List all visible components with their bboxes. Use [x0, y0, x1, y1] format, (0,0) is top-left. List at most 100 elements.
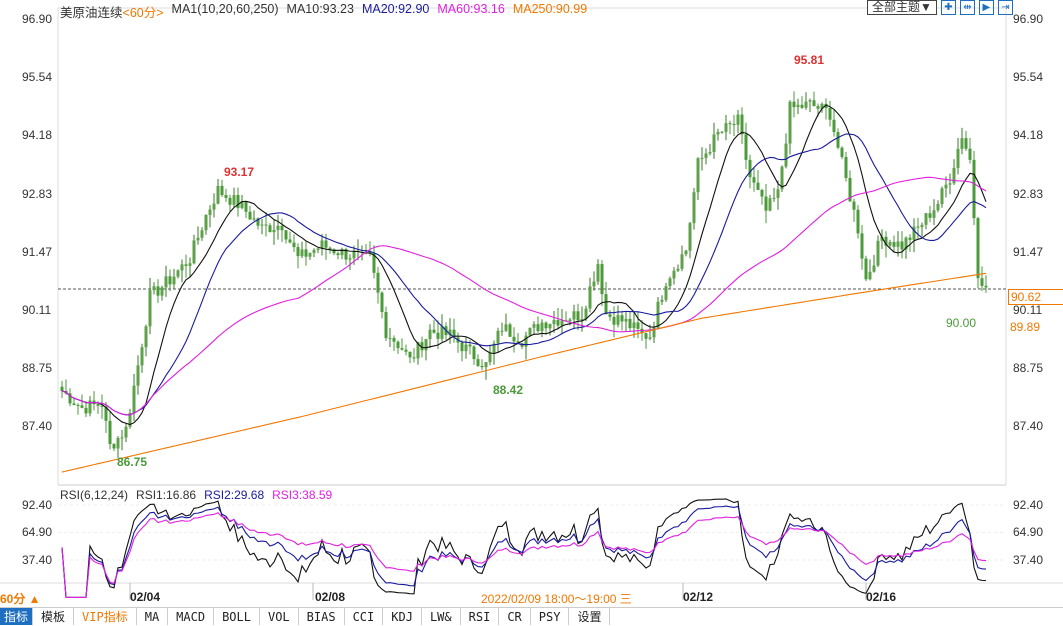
candle-body	[688, 223, 692, 251]
candle-body	[280, 225, 284, 231]
tab-lw[interactable]: LW&	[422, 608, 461, 625]
candle-body	[668, 278, 672, 287]
cursor-timestamp: 2022/02/09 18:00～19:00 三	[481, 592, 632, 606]
candle-body	[336, 253, 340, 256]
candle-body	[348, 258, 352, 260]
candle-body	[256, 218, 260, 226]
candle-body	[552, 320, 556, 325]
rsi-title[interactable]: RSI(6,12,24)	[60, 488, 129, 502]
indicator-name[interactable]: MA1(10,20,60,250)	[171, 2, 279, 16]
candle-body	[200, 230, 204, 238]
tab-rsi[interactable]: RSI	[461, 608, 500, 625]
tab-indicators[interactable]: 指标	[0, 608, 34, 625]
tab-templates[interactable]: 模板	[33, 608, 75, 625]
candle-body	[320, 240, 324, 249]
tab-vol[interactable]: VOL	[260, 608, 299, 625]
tab-settings[interactable]: 设置	[569, 608, 611, 625]
last-low-annotation: 90.00	[946, 316, 977, 330]
candle-body	[388, 337, 392, 339]
rsi1-line	[61, 498, 987, 598]
candle-body	[540, 322, 544, 332]
candle-body	[112, 444, 116, 449]
theme-dropdown[interactable]: 全部主题▼	[867, 0, 937, 15]
candle-body	[428, 329, 432, 340]
candle-body	[972, 159, 976, 219]
candle-body	[644, 333, 648, 339]
rsi-header: RSI(6,12,24) RSI1:16.86 RSI2:29.68 RSI3:…	[60, 488, 332, 502]
tab-bias[interactable]: BIAS	[299, 608, 345, 625]
candle-body	[508, 324, 512, 337]
exit-icon[interactable]: ⇥	[997, 0, 1013, 15]
ma10-line	[61, 104, 987, 426]
candle-body	[496, 330, 500, 344]
tab-psy[interactable]: PSY	[531, 608, 570, 625]
candle-body	[704, 153, 708, 158]
price-axis-label: 96.90	[1013, 12, 1044, 26]
candle-body	[740, 114, 744, 135]
candle-body	[840, 147, 844, 157]
crosshair-icon[interactable]: ✚	[940, 0, 956, 15]
price-axis-label: 92.83	[22, 186, 53, 201]
candle-body	[964, 138, 968, 149]
candle-body	[316, 248, 320, 250]
tab-macd[interactable]: MACD	[168, 608, 215, 625]
candle-body	[816, 106, 820, 109]
candle-body	[500, 330, 504, 332]
candle-body	[892, 242, 896, 247]
rsi-axis-label: 64.90	[1013, 525, 1044, 539]
candle-body	[800, 104, 804, 108]
candle-body	[344, 249, 348, 260]
ma20-value: MA20:92.90	[361, 2, 430, 16]
ma60-line	[61, 176, 987, 416]
candle-body	[372, 252, 376, 273]
high-annotation: 93.17	[224, 165, 255, 179]
candle-body	[876, 240, 880, 266]
candle-body	[712, 134, 716, 153]
candle-body	[976, 218, 980, 279]
tab-kdj[interactable]: KDJ	[383, 608, 422, 625]
tab-cr[interactable]: CR	[499, 608, 531, 625]
period-label: <60分>	[122, 6, 164, 20]
candle-body	[128, 413, 132, 427]
ma250-value: MA250:90.99	[512, 2, 588, 16]
candle-body	[620, 315, 624, 322]
chart-toolbar: 全部主题▼ ✚ ⇹ ▶ ⇥	[867, 0, 1013, 15]
candle-body	[312, 249, 316, 253]
ma250-line	[61, 272, 987, 473]
candle-body	[276, 225, 280, 230]
candle-body	[940, 188, 944, 205]
candle-body	[648, 337, 652, 339]
kline-chart[interactable]	[0, 0, 1063, 607]
tab-ma[interactable]: MA	[137, 608, 169, 625]
candle-body	[400, 348, 404, 350]
candle-body	[908, 237, 912, 240]
candle-body	[572, 311, 576, 320]
tab-vip-indicators[interactable]: VIP指标	[74, 608, 137, 625]
candle-body	[596, 264, 600, 282]
fit-icon[interactable]: ⇹	[959, 0, 975, 15]
candle-body	[436, 332, 440, 339]
low-annotation: 88.42	[493, 383, 524, 397]
play-icon[interactable]: ▶	[978, 0, 994, 15]
candle-body	[204, 214, 208, 231]
period-selector[interactable]: 60分 ▲	[0, 592, 41, 606]
tab-cci[interactable]: CCI	[345, 608, 384, 625]
candle-body	[956, 148, 960, 168]
candle-body	[480, 365, 484, 368]
candle-body	[592, 281, 596, 287]
candle-body	[296, 247, 300, 257]
price-axis-label: 91.47	[22, 244, 53, 259]
high-annotation: 95.81	[794, 53, 825, 67]
price-axis-label: 90.11	[22, 303, 52, 317]
candle-body	[628, 318, 632, 329]
candle-body	[464, 344, 468, 352]
candle-body	[984, 285, 988, 288]
candle-body	[768, 198, 772, 211]
candle-body	[788, 101, 792, 144]
candle-body	[676, 268, 680, 271]
candle-body	[776, 189, 780, 198]
candle-body	[332, 249, 336, 254]
candle-body	[144, 326, 148, 348]
price-axis-label: 95.54	[1013, 70, 1044, 85]
tab-boll[interactable]: BOLL	[214, 608, 260, 625]
